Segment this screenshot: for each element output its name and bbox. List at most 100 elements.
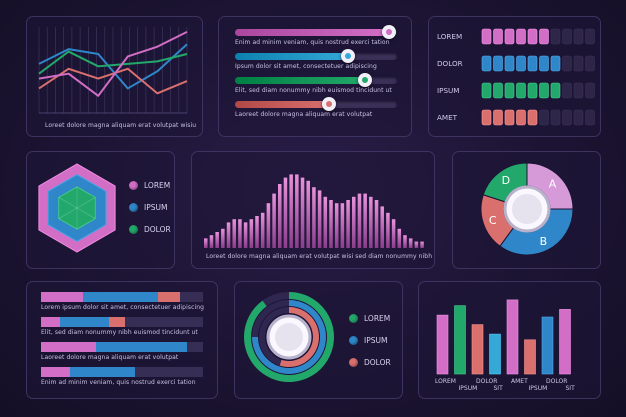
area-bar: [295, 174, 299, 248]
vbar-2: [471, 324, 484, 375]
area-bar: [226, 222, 231, 248]
area-bar: [221, 228, 225, 248]
legend-label: DOLOR: [144, 225, 171, 234]
radar-spoke: [58, 207, 78, 219]
donut-panel: A B C D: [452, 151, 601, 269]
tick-label: LOREM: [435, 378, 456, 385]
area-chart-caption: Loreet dolore magna aliquam erat volutpa…: [206, 253, 433, 260]
legend-label: LOREM: [364, 314, 391, 323]
area-bar: [204, 238, 208, 248]
vbar-3: [489, 333, 501, 375]
radar-layer-dolor: [58, 186, 96, 230]
legend-item-lorem: LOREM: [349, 314, 390, 323]
tick-label: AMET: [511, 378, 528, 385]
category-label: IPSUM: [437, 86, 459, 95]
slider-knob[interactable]: [321, 97, 336, 111]
legend-label: IPSUM: [364, 336, 388, 345]
block-cell: [573, 55, 584, 72]
hbar-segment-salmon: [157, 292, 181, 302]
hbar-segment-salmon: [109, 317, 126, 327]
block-cell: [493, 82, 503, 99]
hbar-caption: Elit, sed diam nonummy nibh euismod tinc…: [41, 329, 198, 336]
area-bar: [283, 177, 288, 248]
slider-caption: Elit, sed diam nonummy nibh euismod tinc…: [235, 87, 392, 94]
block-bar-chart: LOREM DOLOR IPSUM AMET: [437, 28, 595, 126]
block-cell: [527, 55, 538, 72]
donut-slice-label: A: [549, 178, 557, 191]
radar-spoke: [58, 197, 78, 209]
legend-dot: [349, 314, 358, 323]
legend-item-dolor: DOLOR: [349, 358, 391, 367]
hbar-caption: Laoreet dolore magna aliquam erat volutp…: [41, 354, 179, 361]
block-cell: [504, 82, 515, 99]
area-bar: [408, 238, 413, 248]
area-chart-panel: Loreet dolore magna aliquam erat volutpa…: [191, 151, 435, 269]
slider-knob[interactable]: [341, 49, 356, 63]
slider-knob[interactable]: [357, 73, 372, 87]
area-bar: [386, 212, 390, 248]
block-cell: [585, 55, 595, 72]
block-cell: [539, 109, 549, 126]
area-bar: [260, 212, 265, 248]
legend-item-ipsum: IPSUM: [129, 203, 167, 212]
hbar-segment-pink: [41, 367, 71, 377]
hbar-caption: Lorem ipsum dolor sit amet, consectetuer…: [41, 304, 205, 311]
area-bar: [278, 184, 282, 248]
slider-caption: Ipsum dolor sit amet, consectetuer adipi…: [235, 63, 377, 70]
block-cell: [527, 28, 538, 45]
area-bar: [380, 206, 384, 248]
tick-label: DOLOR: [546, 378, 567, 385]
hbar-track: [41, 317, 203, 327]
area-bar: [329, 200, 333, 248]
series-line-blue: [38, 43, 188, 90]
category-label: AMET: [437, 113, 458, 122]
block-cell: [493, 55, 503, 72]
block-cell: [504, 109, 515, 126]
area-bar: [215, 232, 219, 248]
vbar-6: [541, 316, 554, 375]
category-label: LOREM: [437, 32, 462, 41]
line-chart-panel: Loreet dolore magna aliquam erat volutpa…: [26, 16, 203, 137]
block-cell: [481, 82, 492, 99]
slider-track[interactable]: [235, 97, 397, 111]
radar-spoke: [76, 197, 96, 209]
radial-bar-chart: [244, 292, 334, 382]
donut-slice-label: C: [489, 214, 497, 227]
block-cell: [504, 28, 515, 45]
block-cell: [550, 28, 561, 45]
legend-item-lorem: LOREM: [129, 181, 170, 190]
slider-fill: [235, 101, 329, 108]
donut-center-inner: [512, 194, 542, 224]
hbar-segment-blue: [70, 367, 135, 377]
slider-track[interactable]: [235, 25, 397, 39]
hbar-segment-pink: [41, 292, 84, 302]
area-bar: [249, 219, 254, 248]
slider-track[interactable]: [235, 49, 397, 63]
block-cell: [481, 109, 492, 126]
tick-label: IPSUM: [459, 385, 478, 392]
hbar-segment-pink: [41, 342, 97, 352]
area-bar: [272, 193, 276, 248]
hbar-segment-blue: [60, 317, 110, 327]
area-bar: [209, 235, 214, 248]
slider-knob[interactable]: [381, 25, 396, 39]
block-cell: [516, 55, 526, 72]
category-label: DOLOR: [437, 59, 463, 68]
line-chart-caption: Loreet dolore magna aliquam erat volutpa…: [45, 122, 197, 129]
area-bar: [312, 187, 316, 248]
radial-bar-dolor: [279, 307, 319, 367]
area-bar: [255, 216, 259, 248]
block-cell: [516, 82, 526, 99]
vbar-0: [436, 314, 449, 375]
block-cell: [516, 28, 526, 45]
area-bar: [300, 177, 305, 248]
tick-label: SIT: [494, 385, 504, 392]
slider-track[interactable]: [235, 73, 397, 87]
area-bar: [369, 196, 373, 248]
area-bar: [403, 235, 407, 248]
donut-chart: A B C D: [480, 162, 574, 256]
slider-caption: Laoreet dolore magna aliquam erat volutp…: [235, 111, 373, 118]
block-cell: [493, 28, 503, 45]
block-cell: [481, 28, 492, 45]
vbar-1: [454, 305, 466, 375]
